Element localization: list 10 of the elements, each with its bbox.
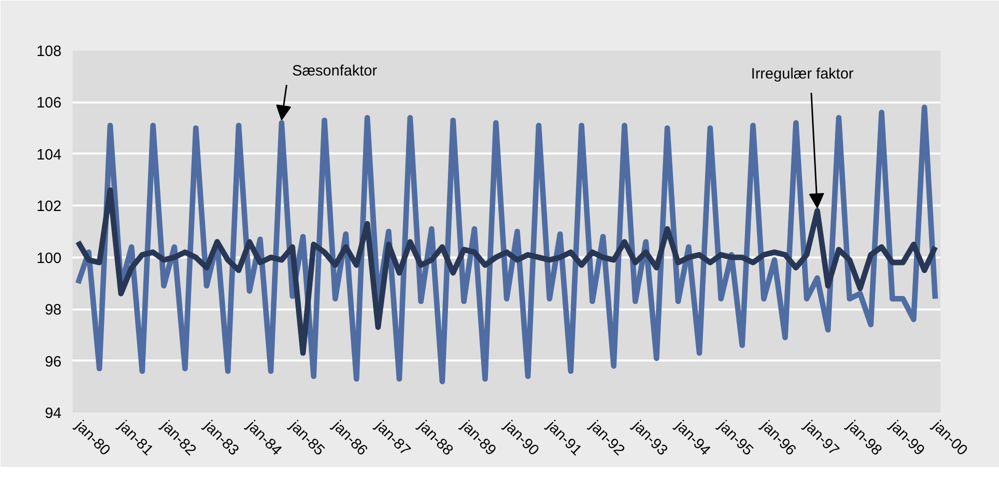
- annotation: Sæsonfaktor: [292, 62, 378, 80]
- y-tick-label: 102: [36, 198, 62, 216]
- y-tick-label: 94: [44, 405, 62, 422]
- y-tick-label: 100: [36, 250, 62, 267]
- y-tick-label: 104: [36, 146, 62, 164]
- annotation: Irregulær faktor: [751, 65, 854, 82]
- y-tick-label: 108: [36, 43, 62, 60]
- y-tick-label: 96: [44, 353, 62, 370]
- y-tick-label: 106: [36, 94, 62, 112]
- y-tick-label: 98: [44, 302, 62, 319]
